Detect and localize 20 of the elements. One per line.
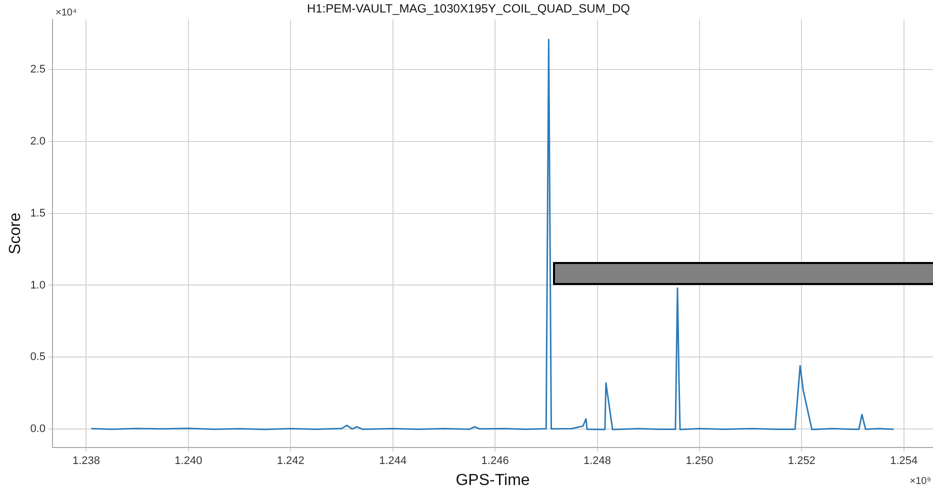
- y-tick-label: 1.5: [30, 207, 46, 220]
- y-tick-label: 1.0: [30, 279, 46, 292]
- y-axis-title: Score: [7, 212, 24, 254]
- x-axis-title: GPS-Time: [456, 472, 530, 489]
- text: ×10⁴: [55, 7, 77, 18]
- text: ×10⁹: [910, 476, 931, 487]
- x-tick-label: 1.242: [276, 455, 304, 468]
- x-tick-label: 1.238: [72, 455, 100, 468]
- y-tick-label: 2.0: [30, 136, 46, 148]
- chart-title: H1:PEM-VAULT_MAG_1030X195Y_COIL_QUAD_SUM_DQ: [306, 2, 630, 16]
- y-tick-label: 2.5: [30, 64, 46, 76]
- x-tick-label: 1.254: [890, 455, 918, 468]
- x-tick-label: 1.252: [788, 455, 816, 468]
- x-tick-label: 1.248: [583, 455, 612, 468]
- x-tick-label: 1.246: [481, 455, 509, 468]
- x-tick-label: 1.240: [174, 455, 202, 468]
- y-tick-label: 0.5: [30, 351, 46, 364]
- x-tick-label: 1.244: [379, 455, 407, 468]
- x-tick-label: 1.250: [686, 455, 714, 468]
- y-tick-label: 0.0: [30, 422, 46, 435]
